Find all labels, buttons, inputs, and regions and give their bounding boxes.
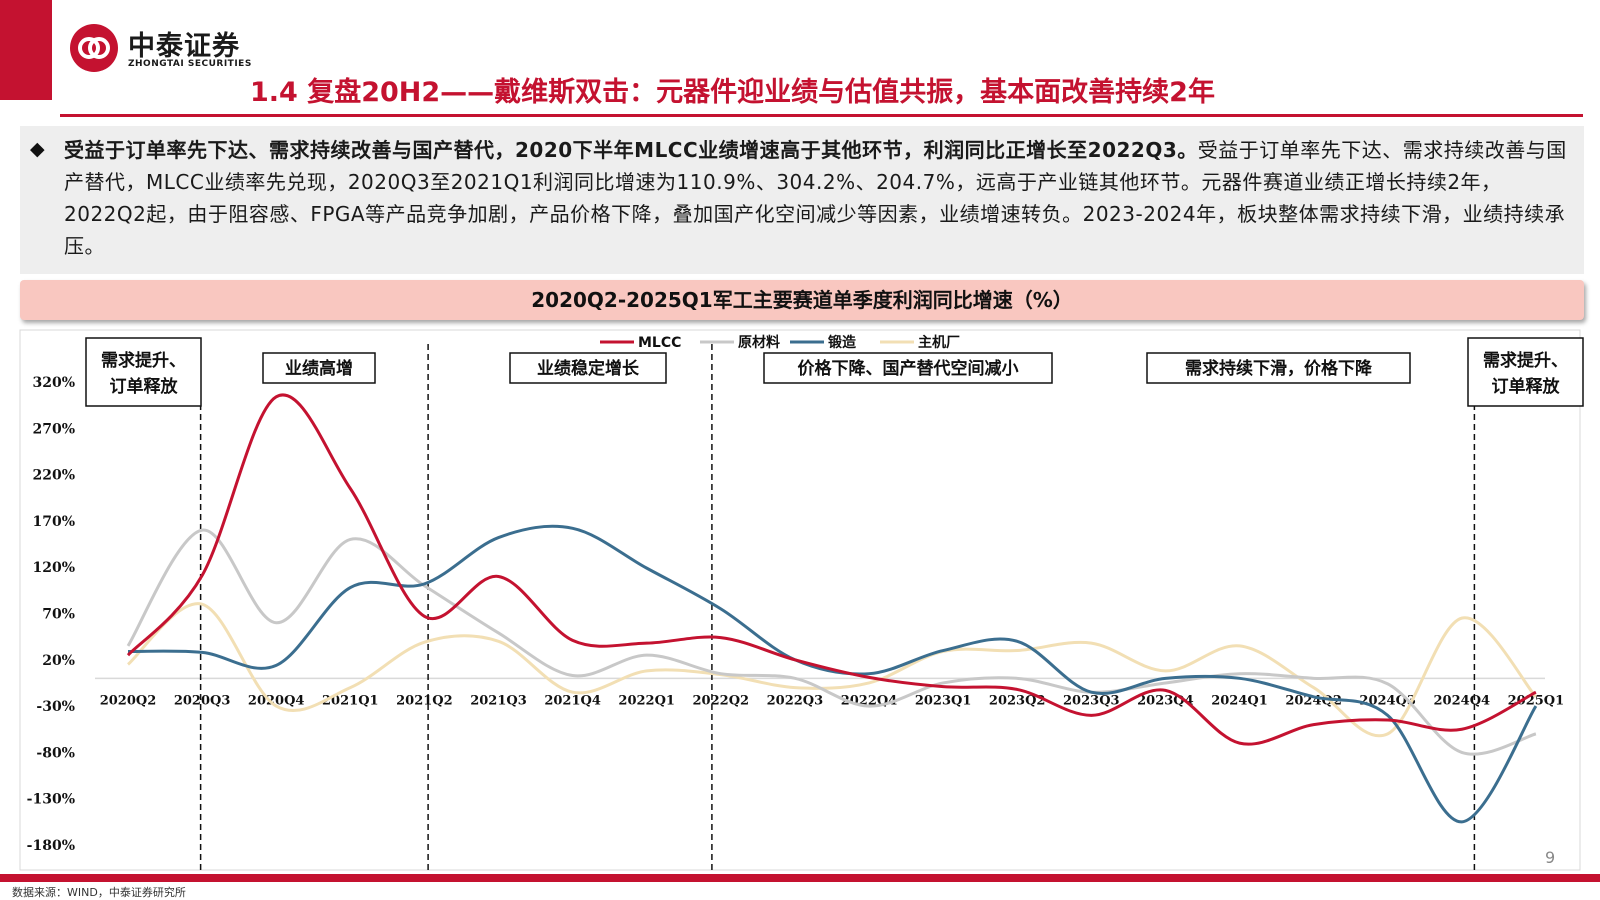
x-tick-label: 2024Q1 [1211,693,1268,708]
corner-accent-bar [0,0,52,100]
phase-annotation-label: 订单释放 [110,376,179,397]
phase-annotation-label: 业绩稳定增长 [537,358,640,379]
x-tick-label: 2020Q4 [248,693,305,708]
summary-lead: 受益于订单率先下达、需求持续改善与国产替代，2020下半年MLCC业绩增速高于其… [64,138,1198,162]
summary-paragraph: 受益于订单率先下达、需求持续改善与国产替代，2020下半年MLCC业绩增速高于其… [64,134,1580,262]
y-tick-label: -80% [36,745,75,761]
x-tick-label: 2022Q3 [767,693,824,708]
x-tick-label: 2022Q1 [618,693,675,708]
bullet-icon: ◆ [30,138,45,160]
x-tick-label: 2023Q1 [915,693,972,708]
x-tick-label: 2023Q2 [989,693,1046,708]
company-logo: 中泰证券 ZHONGTAI SECURITIES [70,22,300,78]
x-tick-label: 2023Q3 [1063,693,1120,708]
chart-title: 2020Q2-2025Q1军工主要赛道单季度利润同比增速（%） [531,288,1073,312]
y-tick-label: 70% [42,607,75,623]
slide-title: 1.4 复盘20H2——戴维斯双击：元器件迎业绩与估值共振，基本面改善持续2年 [250,77,1215,108]
x-tick-label: 2025Q1 [1508,693,1565,708]
phase-annotation-box [1467,337,1584,407]
series-line-主机厂 [126,602,1538,738]
series-line-原材料 [126,528,1537,756]
y-tick-label: 170% [32,514,75,530]
legend-label: 主机厂 [918,334,960,351]
phase-annotation-box [85,337,202,407]
chart-title-banner: 2020Q2-2025Q1军工主要赛道单季度利润同比增速（%） [20,280,1584,320]
phase-annotation-box [509,352,667,384]
phase-annotation-label: 需求提升、 [101,350,186,371]
y-tick-label: 120% [32,560,75,576]
summary-body: 受益于订单率先下达、需求持续改善与国产替代，MLCC业绩率先兑现，2020Q3至… [64,138,1567,258]
series-line-锻造 [127,524,1538,824]
y-tick-label: 220% [32,468,75,484]
logo-icon [70,24,118,72]
page-number: 9 [1545,848,1556,867]
phase-annotation-label: 业绩高增 [285,358,353,379]
x-tick-label: 2021Q1 [322,693,379,708]
plot-frame [19,329,1581,871]
title-divider [60,114,1583,117]
phase-annotation-box [262,352,376,384]
x-tick-label: 2024Q3 [1359,693,1416,708]
phase-annotation-label: 价格下降、国产替代空间减小 [798,358,1019,379]
company-name-cn: 中泰证券 [128,31,240,62]
phase-annotation-label: 订单释放 [1492,376,1561,397]
summary-box: ◆ 受益于订单率先下达、需求持续改善与国产替代，2020下半年MLCC业绩增速高… [20,126,1584,274]
company-name-en: ZHONGTAI SECURITIES [128,59,252,69]
x-tick-label: 2022Q2 [693,693,750,708]
legend-label: MLCC [638,335,681,351]
phase-annotation-label: 需求持续下滑，价格下降 [1185,358,1373,379]
legend-label: 原材料 [738,334,780,351]
y-tick-label: 320% [32,375,75,391]
phase-annotation-box [1146,352,1411,384]
legend-label: 锻造 [828,334,856,351]
x-tick-label: 2024Q4 [1434,693,1491,708]
y-tick-label: 270% [32,421,75,437]
x-tick-label: 2021Q3 [470,693,527,708]
y-tick-label: -30% [36,699,75,715]
x-tick-label: 2021Q2 [396,693,453,708]
y-tick-label: -180% [27,838,75,854]
y-tick-label: 20% [42,653,75,669]
phase-annotation-box [763,352,1053,384]
x-tick-label: 2020Q2 [100,693,157,708]
x-tick-label: 2021Q4 [544,693,601,708]
phase-annotation-label: 需求提升、 [1483,350,1568,371]
footer-bar [0,874,1600,882]
x-tick-label: 2020Q3 [174,693,231,708]
series-line-MLCC [126,393,1537,746]
data-source-note: 数据来源：WIND，中泰证券研究所 [12,886,186,899]
profit-growth-line-chart: 320% 270% 220% 170% 120% 70% 20% -30% -80% -130% -… [19,329,1584,872]
y-tick-label: -130% [27,792,75,808]
